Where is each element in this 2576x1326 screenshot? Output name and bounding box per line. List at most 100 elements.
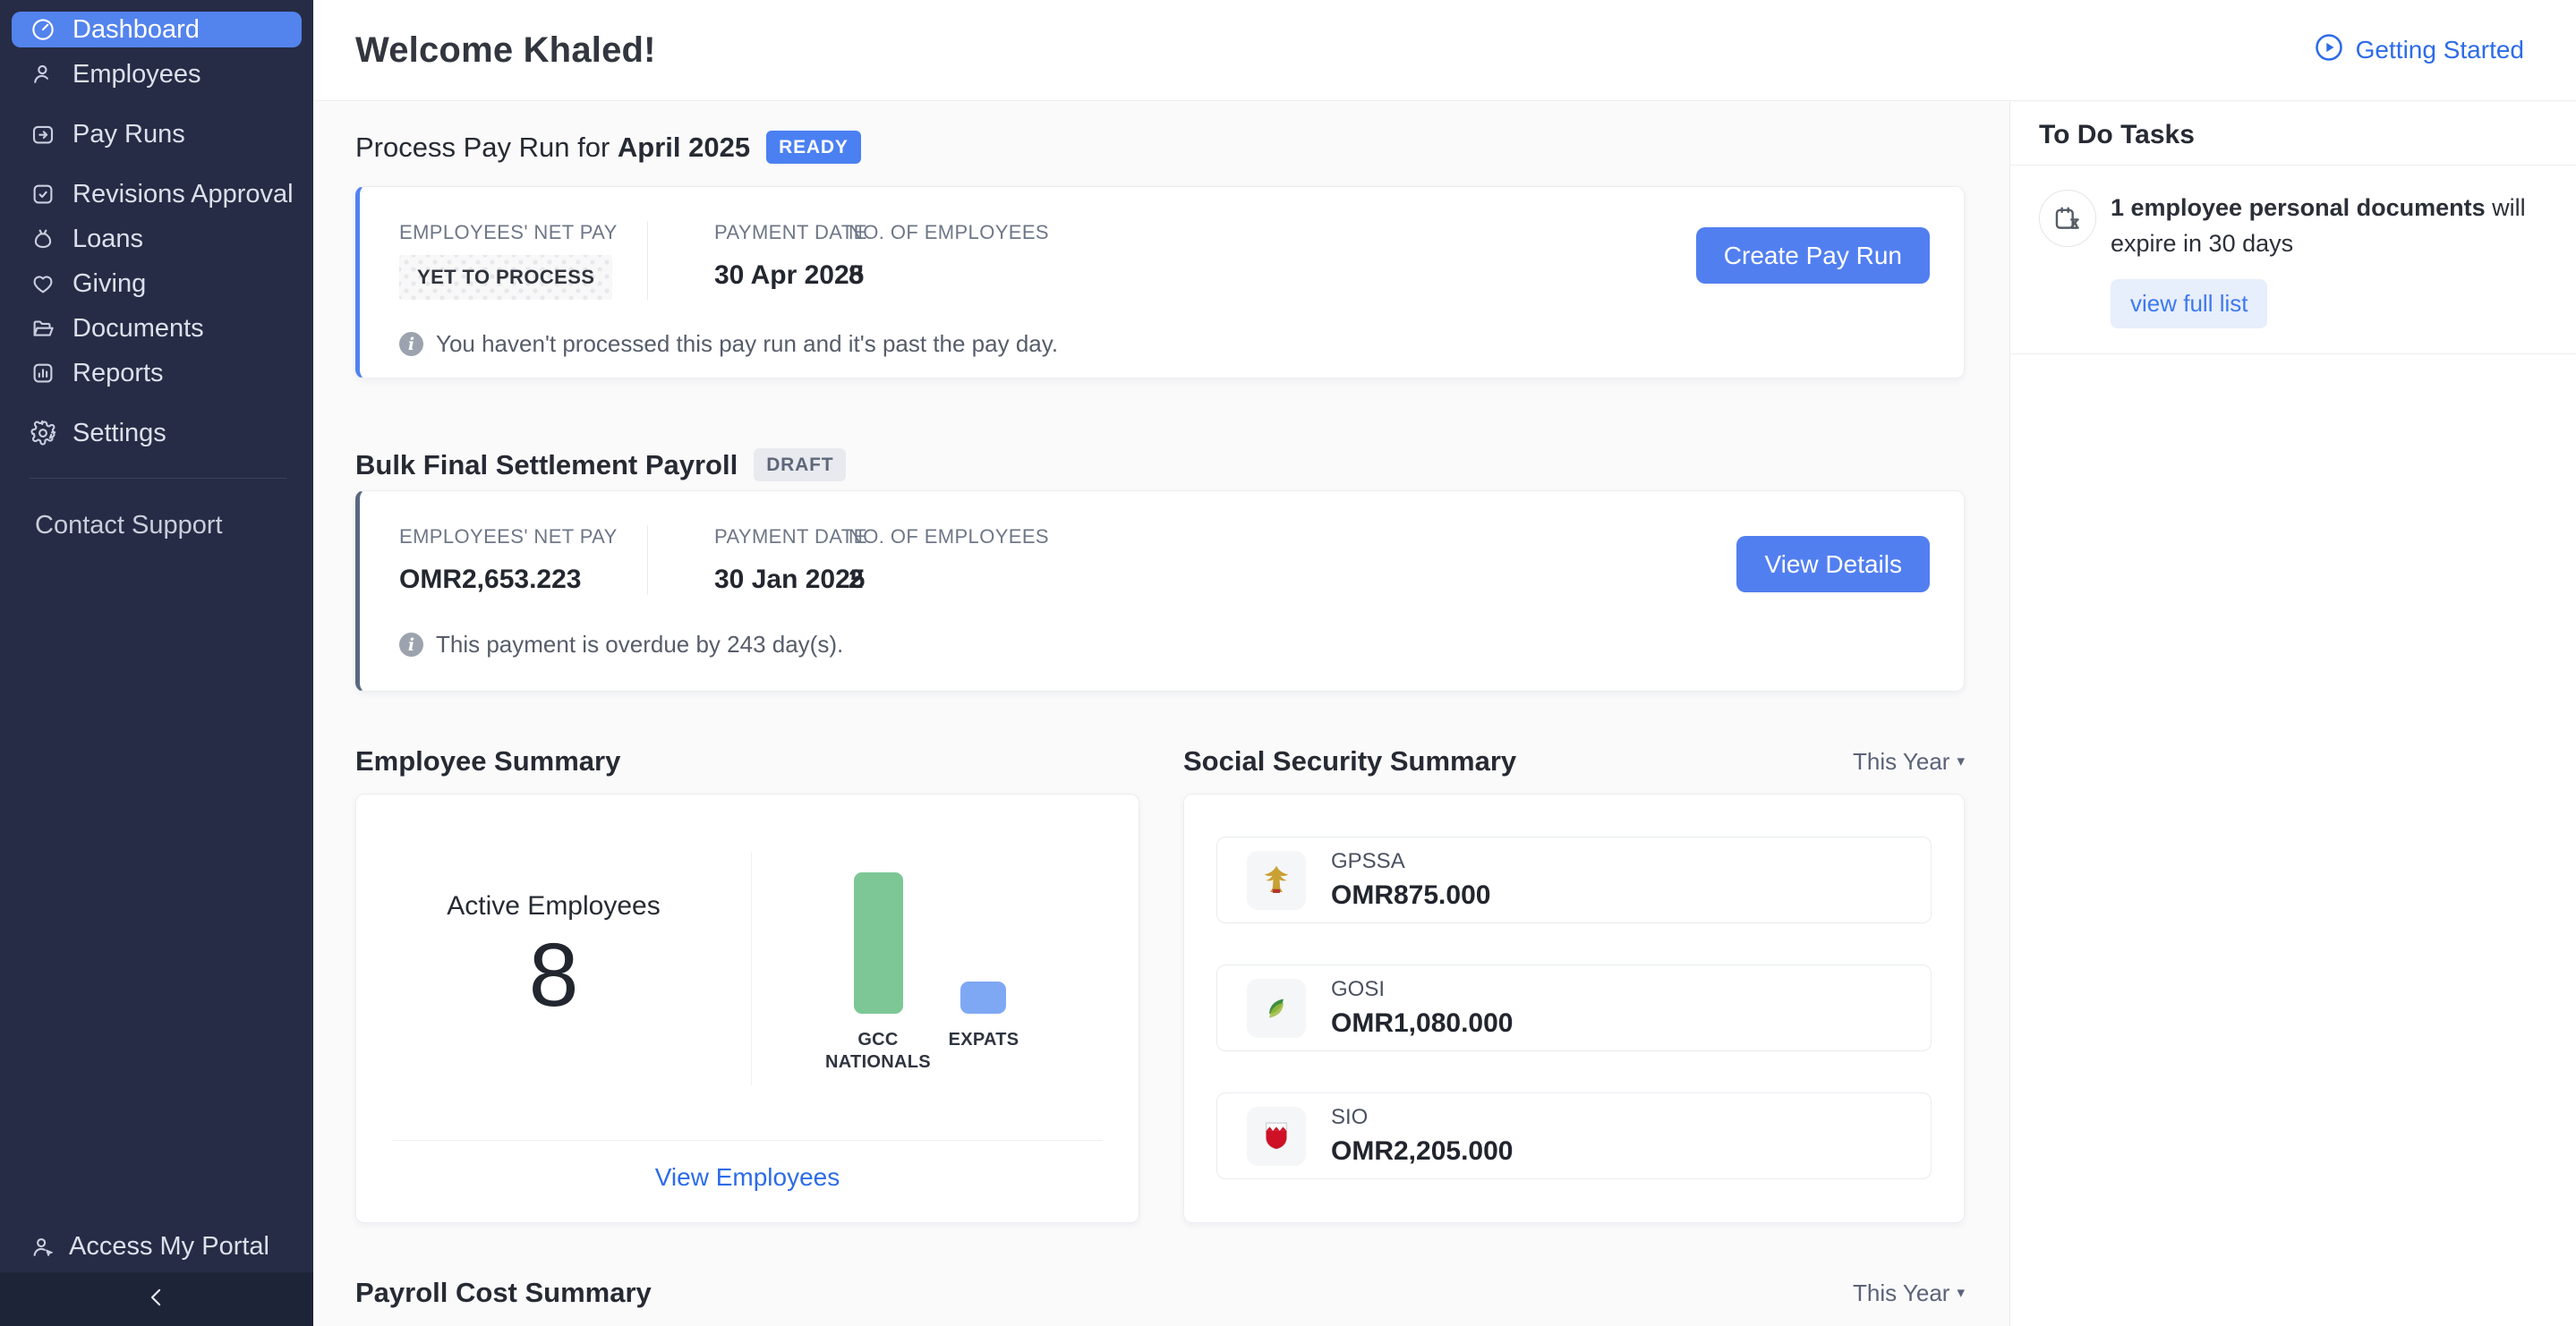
create-pay-run-button[interactable]: Create Pay Run bbox=[1695, 227, 1930, 284]
pay-run-title-period: April 2025 bbox=[617, 131, 751, 163]
sidebar-item-label: Giving bbox=[73, 268, 147, 298]
gosi-logo-icon bbox=[1247, 978, 1306, 1038]
todo-title: To Do Tasks bbox=[2039, 120, 2195, 149]
pay-run-title-prefix: Process Pay Run for bbox=[355, 131, 618, 163]
divider bbox=[2010, 353, 2576, 354]
todo-task-text: 1 employee personal documents will expir… bbox=[2111, 190, 2549, 261]
employees-count-column: NO. OF EMPLOYEES 8 bbox=[849, 221, 1049, 300]
payroll-cost-heading: Payroll Cost Summary This Year ▾ bbox=[355, 1277, 1965, 1309]
horizontal-divider bbox=[392, 1140, 1103, 1141]
view-employees-link[interactable]: View Employees bbox=[654, 1163, 840, 1191]
reports-icon bbox=[30, 360, 56, 387]
bahrain-emblem-icon bbox=[1247, 1106, 1306, 1166]
authority-amount: OMR2,205.000 bbox=[1331, 1136, 1514, 1166]
settings-icon bbox=[30, 420, 56, 446]
sidebar-item-dashboard[interactable]: Dashboard bbox=[12, 12, 302, 47]
authority-name: GPSSA bbox=[1331, 849, 1405, 873]
active-employees-label: Active Employees bbox=[447, 891, 661, 921]
sidebar-nav: Dashboard Employees Pay Runs Revisions A… bbox=[0, 0, 313, 540]
employees-count-value: 2 bbox=[849, 565, 864, 594]
sidebar-item-loans[interactable]: Loans bbox=[12, 221, 302, 257]
net-pay-label: EMPLOYEES' NET PAY bbox=[399, 221, 618, 243]
social-security-card: GPSSA OMR875.000 GOSI OMR1,080.000 bbox=[1183, 794, 1965, 1223]
sidebar-item-employees[interactable]: Employees bbox=[12, 56, 302, 92]
sidebar-item-label: Loans bbox=[73, 224, 144, 253]
vertical-divider bbox=[751, 853, 752, 1085]
todo-panel: To Do Tasks 1 employee personal document… bbox=[2009, 102, 2576, 1326]
payment-date-label: PAYMENT DATE bbox=[714, 525, 867, 548]
sidebar-item-giving[interactable]: Giving bbox=[12, 266, 302, 302]
payroll-cost-title: Payroll Cost Summary bbox=[355, 1277, 652, 1308]
revisions-approval-icon bbox=[30, 181, 56, 208]
sidebar-item-reports[interactable]: Reports bbox=[12, 355, 302, 391]
sidebar-item-label: Dashboard bbox=[73, 14, 200, 44]
pay-run-info: i You haven't processed this pay run and… bbox=[399, 330, 1964, 358]
sidebar-item-label: Reports bbox=[73, 358, 164, 387]
main-content: Process Pay Run for April 2025 READY EMP… bbox=[313, 102, 2009, 1326]
top-header: Welcome Khaled! Getting Started bbox=[313, 0, 2576, 101]
social-security-title: Social Security Summary bbox=[1183, 745, 1517, 777]
documents-icon bbox=[30, 315, 56, 342]
sidebar-collapse-button[interactable] bbox=[0, 1272, 313, 1326]
authority-amount: OMR875.000 bbox=[1331, 880, 1491, 910]
sidebar-item-label: Documents bbox=[73, 313, 204, 343]
view-details-button[interactable]: View Details bbox=[1736, 536, 1930, 592]
settlement-info: i This payment is overdue by 243 day(s). bbox=[399, 631, 1964, 659]
welcome-title: Welcome Khaled! bbox=[355, 30, 656, 70]
chevron-down-icon: ▾ bbox=[1957, 752, 1965, 769]
employee-summary-title: Employee Summary bbox=[355, 745, 621, 777]
gosi-row[interactable]: GOSI OMR1,080.000 bbox=[1216, 965, 1932, 1051]
pay-run-card: EMPLOYEES' NET PAY YET TO PROCESS PAYMEN… bbox=[355, 186, 1965, 378]
employees-count-column: NO. OF EMPLOYEES 2 bbox=[849, 525, 1049, 595]
sio-row[interactable]: SIO OMR2,205.000 bbox=[1216, 1092, 1932, 1179]
pay-run-info-text: You haven't processed this pay run and i… bbox=[436, 330, 1059, 357]
period-label: This Year bbox=[1853, 1279, 1950, 1306]
sidebar-divider bbox=[30, 478, 286, 479]
document-expiry-icon bbox=[2039, 190, 2096, 247]
contact-support-link[interactable]: Contact Support bbox=[35, 511, 223, 540]
sidebar-item-pay-runs[interactable]: Pay Runs bbox=[12, 116, 302, 152]
sidebar-item-label: Pay Runs bbox=[73, 119, 185, 149]
social-security-period-dropdown[interactable]: This Year ▾ bbox=[1853, 748, 1965, 776]
ready-status-badge: READY bbox=[766, 131, 861, 164]
getting-started-label: Getting Started bbox=[2355, 36, 2524, 64]
net-pay-column: EMPLOYEES' NET PAY YET TO PROCESS bbox=[399, 221, 648, 300]
expats-bar bbox=[960, 982, 1006, 1014]
chevron-down-icon: ▾ bbox=[1957, 1284, 1965, 1301]
authority-amount: OMR1,080.000 bbox=[1331, 1008, 1514, 1038]
payment-date-column: PAYMENT DATE 30 Jan 2025 bbox=[648, 525, 867, 595]
employees-count-value: 8 bbox=[849, 260, 864, 290]
sidebar-item-revisions-approval[interactable]: Revisions Approval bbox=[12, 176, 302, 212]
gpssa-row[interactable]: GPSSA OMR875.000 bbox=[1216, 837, 1932, 923]
play-circle-icon bbox=[2313, 31, 2345, 70]
payment-date-label: PAYMENT DATE bbox=[714, 221, 867, 243]
sidebar-item-settings[interactable]: Settings bbox=[12, 415, 302, 451]
settlement-title: Bulk Final Settlement Payroll bbox=[355, 448, 738, 480]
dashboard-icon bbox=[30, 16, 56, 43]
sidebar-item-documents[interactable]: Documents bbox=[12, 310, 302, 346]
sidebar-item-label: Settings bbox=[73, 418, 166, 447]
expats-bar-label: EXPATS bbox=[948, 1030, 1019, 1050]
payment-date-value: 30 Jan 2025 bbox=[714, 565, 866, 594]
access-my-portal-link[interactable]: Access My Portal bbox=[30, 1232, 269, 1262]
loans-icon bbox=[30, 225, 56, 252]
settlement-info-text: This payment is overdue by 243 day(s). bbox=[436, 631, 844, 658]
chevron-left-icon bbox=[143, 1284, 170, 1315]
active-employees-value: 8 bbox=[528, 925, 579, 1025]
payment-date-column: PAYMENT DATE 30 Apr 2025 bbox=[648, 221, 867, 300]
view-full-list-button[interactable]: view full list bbox=[2111, 279, 2268, 328]
employees-count-label: NO. OF EMPLOYEES bbox=[849, 221, 1050, 243]
todo-task-item: 1 employee personal documents will expir… bbox=[2010, 166, 2576, 353]
employees-icon bbox=[30, 61, 56, 88]
access-portal-label: Access My Portal bbox=[69, 1232, 269, 1261]
net-pay-column: EMPLOYEES' NET PAY OMR2,653.223 bbox=[399, 525, 648, 595]
gcc-nationals-bar bbox=[854, 872, 903, 1014]
todo-task-rest: will expire in 30 days bbox=[2111, 194, 2526, 257]
net-pay-value: OMR2,653.223 bbox=[399, 565, 582, 594]
getting-started-link[interactable]: Getting Started bbox=[2313, 31, 2524, 70]
sidebar: Dashboard Employees Pay Runs Revisions A… bbox=[0, 0, 313, 1326]
payroll-cost-period-dropdown[interactable]: This Year ▾ bbox=[1853, 1279, 1965, 1307]
info-icon: i bbox=[399, 332, 423, 356]
payment-date-value: 30 Apr 2025 bbox=[714, 260, 865, 290]
giving-icon bbox=[30, 270, 56, 297]
